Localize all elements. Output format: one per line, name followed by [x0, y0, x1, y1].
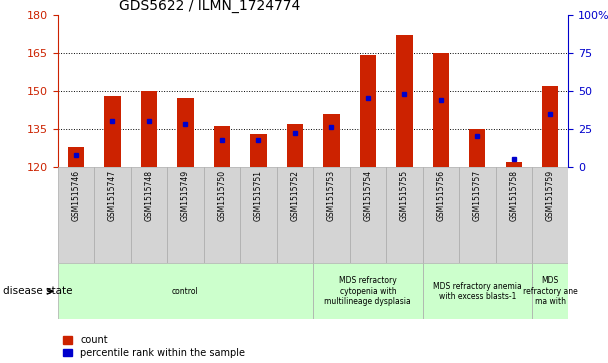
Bar [313, 167, 350, 263]
Text: GSM1515757: GSM1515757 [473, 170, 482, 221]
Bar [286, 124, 303, 167]
Bar [58, 263, 313, 319]
Bar [94, 167, 131, 263]
Bar [177, 98, 193, 167]
Bar [240, 167, 277, 263]
Bar [423, 263, 532, 319]
Bar [167, 167, 204, 263]
Bar [423, 167, 459, 263]
Bar [214, 126, 230, 167]
Text: GSM1515755: GSM1515755 [400, 170, 409, 221]
Bar [277, 167, 313, 263]
Text: GSM1515746: GSM1515746 [72, 170, 80, 221]
Text: GSM1515756: GSM1515756 [437, 170, 445, 221]
Bar [360, 55, 376, 167]
Bar [505, 162, 522, 167]
Bar [350, 167, 386, 263]
Legend: count, percentile rank within the sample: count, percentile rank within the sample [63, 335, 245, 358]
Bar [469, 129, 485, 167]
Bar [67, 147, 84, 167]
Bar [542, 86, 558, 167]
Text: GSM1515758: GSM1515758 [510, 170, 518, 221]
Text: MDS refractory
cytopenia with
multilineage dysplasia: MDS refractory cytopenia with multilinea… [325, 276, 411, 306]
Bar [432, 53, 449, 167]
Bar [250, 134, 266, 167]
Bar [140, 91, 157, 167]
Bar [386, 167, 423, 263]
Text: GSM1515752: GSM1515752 [291, 170, 299, 221]
Bar [532, 263, 568, 319]
Text: MDS refractory anemia
with excess blasts-1: MDS refractory anemia with excess blasts… [433, 282, 522, 301]
Bar [459, 167, 496, 263]
Bar [323, 114, 339, 167]
Bar [532, 167, 568, 263]
Bar [204, 167, 240, 263]
Bar [105, 96, 120, 167]
Text: disease state: disease state [3, 286, 72, 296]
Text: GSM1515748: GSM1515748 [145, 170, 153, 221]
Bar [496, 167, 532, 263]
Text: GSM1515759: GSM1515759 [546, 170, 554, 221]
Text: GSM1515747: GSM1515747 [108, 170, 117, 221]
Bar [313, 263, 423, 319]
Text: MDS
refractory ane
ma with: MDS refractory ane ma with [523, 276, 578, 306]
Text: GSM1515749: GSM1515749 [181, 170, 190, 221]
Bar [131, 167, 167, 263]
Bar [58, 167, 94, 263]
Text: GDS5622 / ILMN_1724774: GDS5622 / ILMN_1724774 [119, 0, 300, 13]
Text: GSM1515753: GSM1515753 [327, 170, 336, 221]
Text: GSM1515751: GSM1515751 [254, 170, 263, 221]
Text: GSM1515750: GSM1515750 [218, 170, 226, 221]
Text: control: control [172, 287, 199, 296]
Bar [396, 35, 412, 167]
Text: GSM1515754: GSM1515754 [364, 170, 372, 221]
